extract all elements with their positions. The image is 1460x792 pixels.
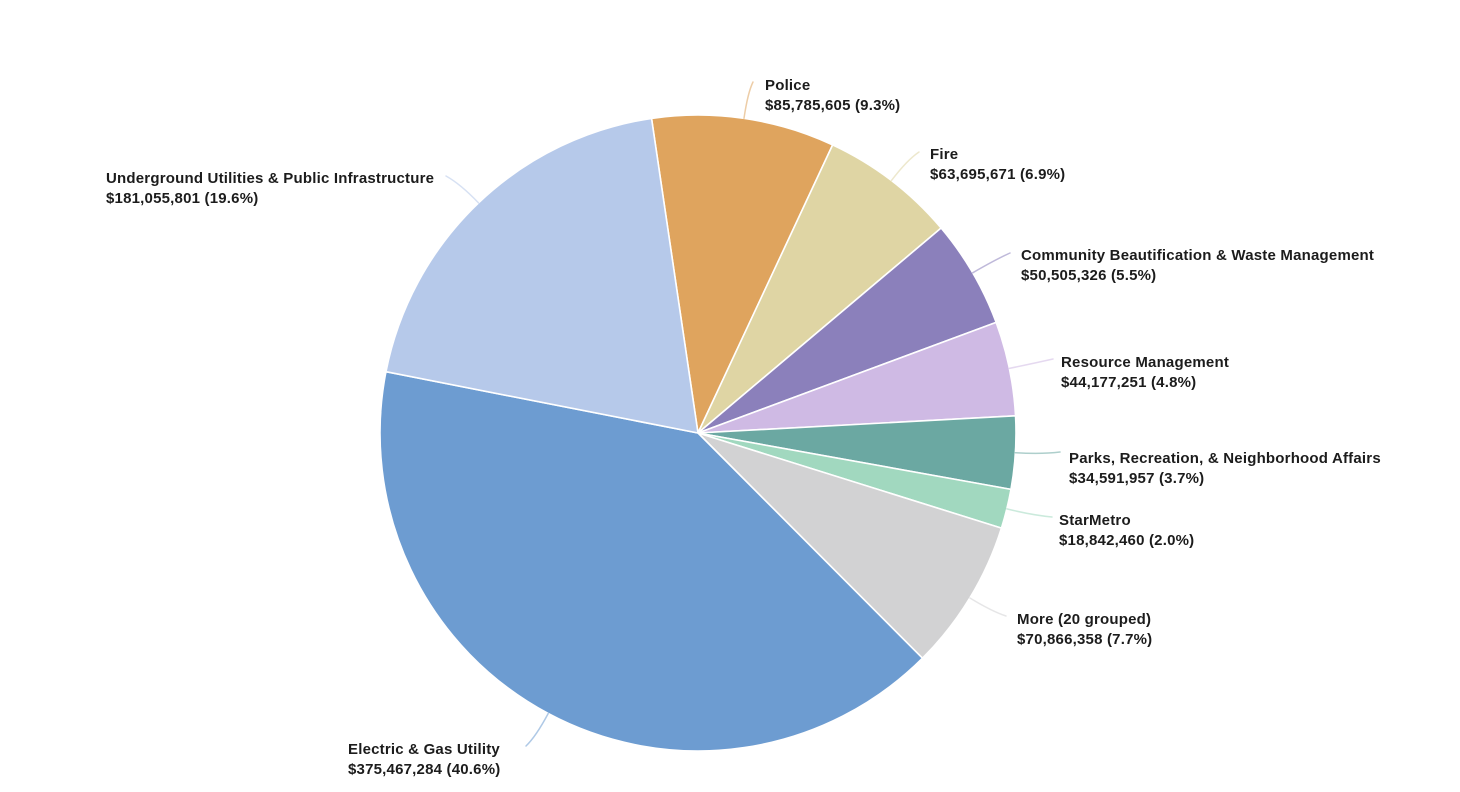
leader-line-parks-recreation-neighborhood-affairs xyxy=(1014,451,1061,455)
leader-line-electric-gas-utility xyxy=(525,712,549,747)
leader-line-starmetro xyxy=(1006,508,1053,518)
leader-line-resource-management xyxy=(1008,358,1054,370)
leader-line-police xyxy=(743,81,754,120)
leader-line-community-beautification-waste-management xyxy=(971,252,1011,274)
leader-line-underground-utilities-public-infrastructure xyxy=(445,175,480,204)
leader-line-fire xyxy=(890,151,920,182)
leader-line-more-20-grouped xyxy=(969,597,1007,617)
